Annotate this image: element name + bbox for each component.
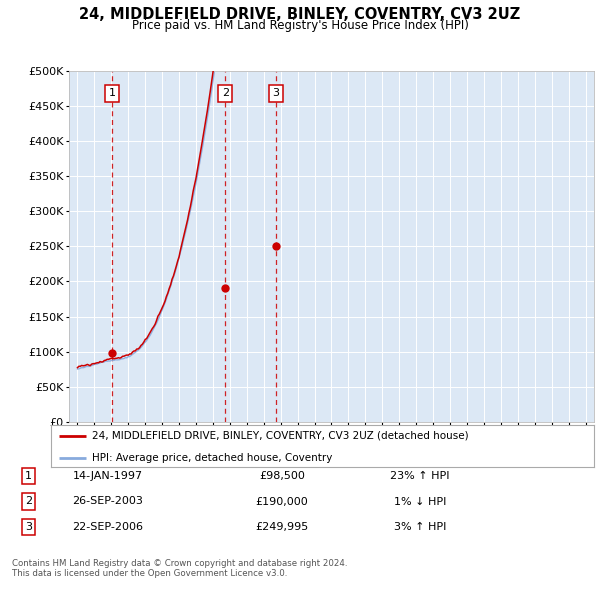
Text: 3: 3 [272, 88, 280, 99]
Text: 3: 3 [25, 522, 32, 532]
Text: 22-SEP-2006: 22-SEP-2006 [73, 522, 143, 532]
Text: HPI: Average price, detached house, Coventry: HPI: Average price, detached house, Cove… [92, 453, 332, 463]
Text: 1: 1 [109, 88, 116, 99]
Text: 26-SEP-2003: 26-SEP-2003 [73, 497, 143, 506]
Text: 2: 2 [222, 88, 229, 99]
Text: 24, MIDDLEFIELD DRIVE, BINLEY, COVENTRY, CV3 2UZ: 24, MIDDLEFIELD DRIVE, BINLEY, COVENTRY,… [79, 7, 521, 22]
Text: 1: 1 [25, 471, 32, 481]
Text: 2: 2 [25, 497, 32, 506]
Text: Price paid vs. HM Land Registry's House Price Index (HPI): Price paid vs. HM Land Registry's House … [131, 19, 469, 32]
Text: £190,000: £190,000 [256, 497, 308, 506]
Text: 14-JAN-1997: 14-JAN-1997 [73, 471, 143, 481]
Text: 24, MIDDLEFIELD DRIVE, BINLEY, COVENTRY, CV3 2UZ (detached house): 24, MIDDLEFIELD DRIVE, BINLEY, COVENTRY,… [92, 431, 469, 441]
Text: 3% ↑ HPI: 3% ↑ HPI [394, 522, 446, 532]
Text: This data is licensed under the Open Government Licence v3.0.: This data is licensed under the Open Gov… [12, 569, 287, 578]
Text: 1% ↓ HPI: 1% ↓ HPI [394, 497, 446, 506]
Text: Contains HM Land Registry data © Crown copyright and database right 2024.: Contains HM Land Registry data © Crown c… [12, 559, 347, 568]
Text: £249,995: £249,995 [256, 522, 308, 532]
Text: 23% ↑ HPI: 23% ↑ HPI [390, 471, 450, 481]
Text: £98,500: £98,500 [259, 471, 305, 481]
